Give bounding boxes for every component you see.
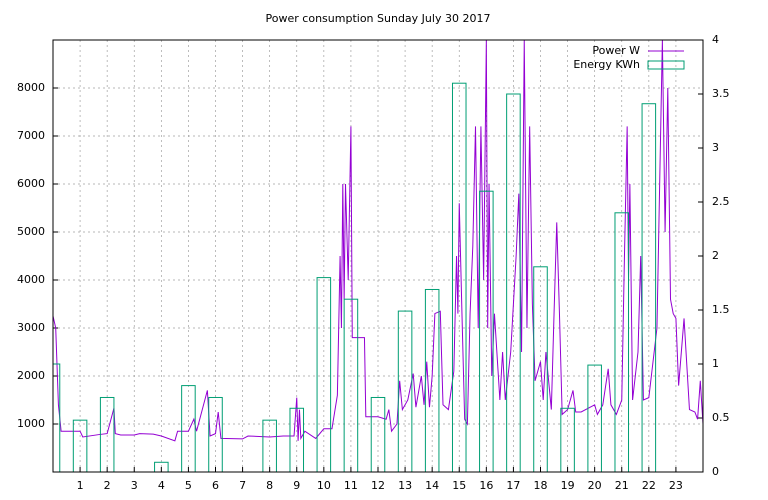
y2-tick-label: 2.5 xyxy=(712,195,730,208)
x-tick-label: 4 xyxy=(158,479,165,492)
energy-bar xyxy=(208,396,223,472)
energy-bar xyxy=(614,212,630,472)
energy-bar xyxy=(262,419,277,472)
energy-bar xyxy=(289,407,305,472)
x-tick-label: 21 xyxy=(615,479,629,492)
y-tick-label: 7000 xyxy=(17,129,45,142)
x-tick-label: 23 xyxy=(669,479,683,492)
x-tick-label: 8 xyxy=(266,479,273,492)
y2-tick-label: 1.5 xyxy=(712,303,730,316)
y-tick-label: 8000 xyxy=(17,81,45,94)
y2-tick-label: 2 xyxy=(712,249,719,262)
plot-area xyxy=(53,40,703,472)
energy-bar xyxy=(99,396,115,472)
energy-bar xyxy=(641,103,657,472)
x-tick-label: 15 xyxy=(452,479,466,492)
y2-tick-label: 3 xyxy=(712,141,719,154)
x-tick-label: 19 xyxy=(561,479,575,492)
power-line xyxy=(53,40,703,442)
y-tick-label: 6000 xyxy=(17,177,45,190)
energy-bar xyxy=(424,288,440,472)
energy-bar xyxy=(316,277,332,472)
y2-tick-label: 1 xyxy=(712,357,719,370)
x-tick-label: 10 xyxy=(317,479,331,492)
plot-frame xyxy=(52,39,704,473)
legend-swatch xyxy=(647,60,685,70)
x-tick-label: 11 xyxy=(344,479,358,492)
y-tick-label: 1000 xyxy=(17,417,45,430)
x-tick-label: 16 xyxy=(479,479,493,492)
x-tick-label: 9 xyxy=(293,479,300,492)
energy-bar xyxy=(506,93,521,472)
energy-bar xyxy=(343,298,359,472)
y2-tick-label: 0 xyxy=(712,465,719,478)
energy-bar xyxy=(72,419,88,472)
x-tick-label: 17 xyxy=(506,479,520,492)
legend-label: Energy KWh xyxy=(573,58,640,71)
energy-bar xyxy=(181,385,196,472)
energy-bar xyxy=(370,396,386,472)
x-tick-label: 7 xyxy=(239,479,246,492)
y2-tick-label: 0.5 xyxy=(712,411,730,424)
x-tick-label: 5 xyxy=(185,479,192,492)
x-tick-label: 3 xyxy=(131,479,138,492)
x-tick-label: 12 xyxy=(371,479,385,492)
x-tick-label: 14 xyxy=(425,479,439,492)
chart-title: Power consumption Sunday July 30 2017 xyxy=(266,12,491,25)
y2-tick-label: 4 xyxy=(712,33,719,46)
x-tick-label: 18 xyxy=(534,479,548,492)
x-tick-label: 20 xyxy=(588,479,602,492)
y-tick-label: 3000 xyxy=(17,321,45,334)
x-tick-label: 1 xyxy=(77,479,84,492)
y2-tick-label: 3.5 xyxy=(712,87,730,100)
x-tick-label: 6 xyxy=(212,479,219,492)
legend-label: Power W xyxy=(592,44,640,57)
y-tick-label: 2000 xyxy=(17,369,45,382)
x-tick-label: 2 xyxy=(104,479,111,492)
energy-bar xyxy=(560,407,575,472)
y-tick-label: 4000 xyxy=(17,273,45,286)
x-tick-label: 22 xyxy=(642,479,656,492)
x-tick-label: 13 xyxy=(398,479,412,492)
y-tick-label: 5000 xyxy=(17,225,45,238)
